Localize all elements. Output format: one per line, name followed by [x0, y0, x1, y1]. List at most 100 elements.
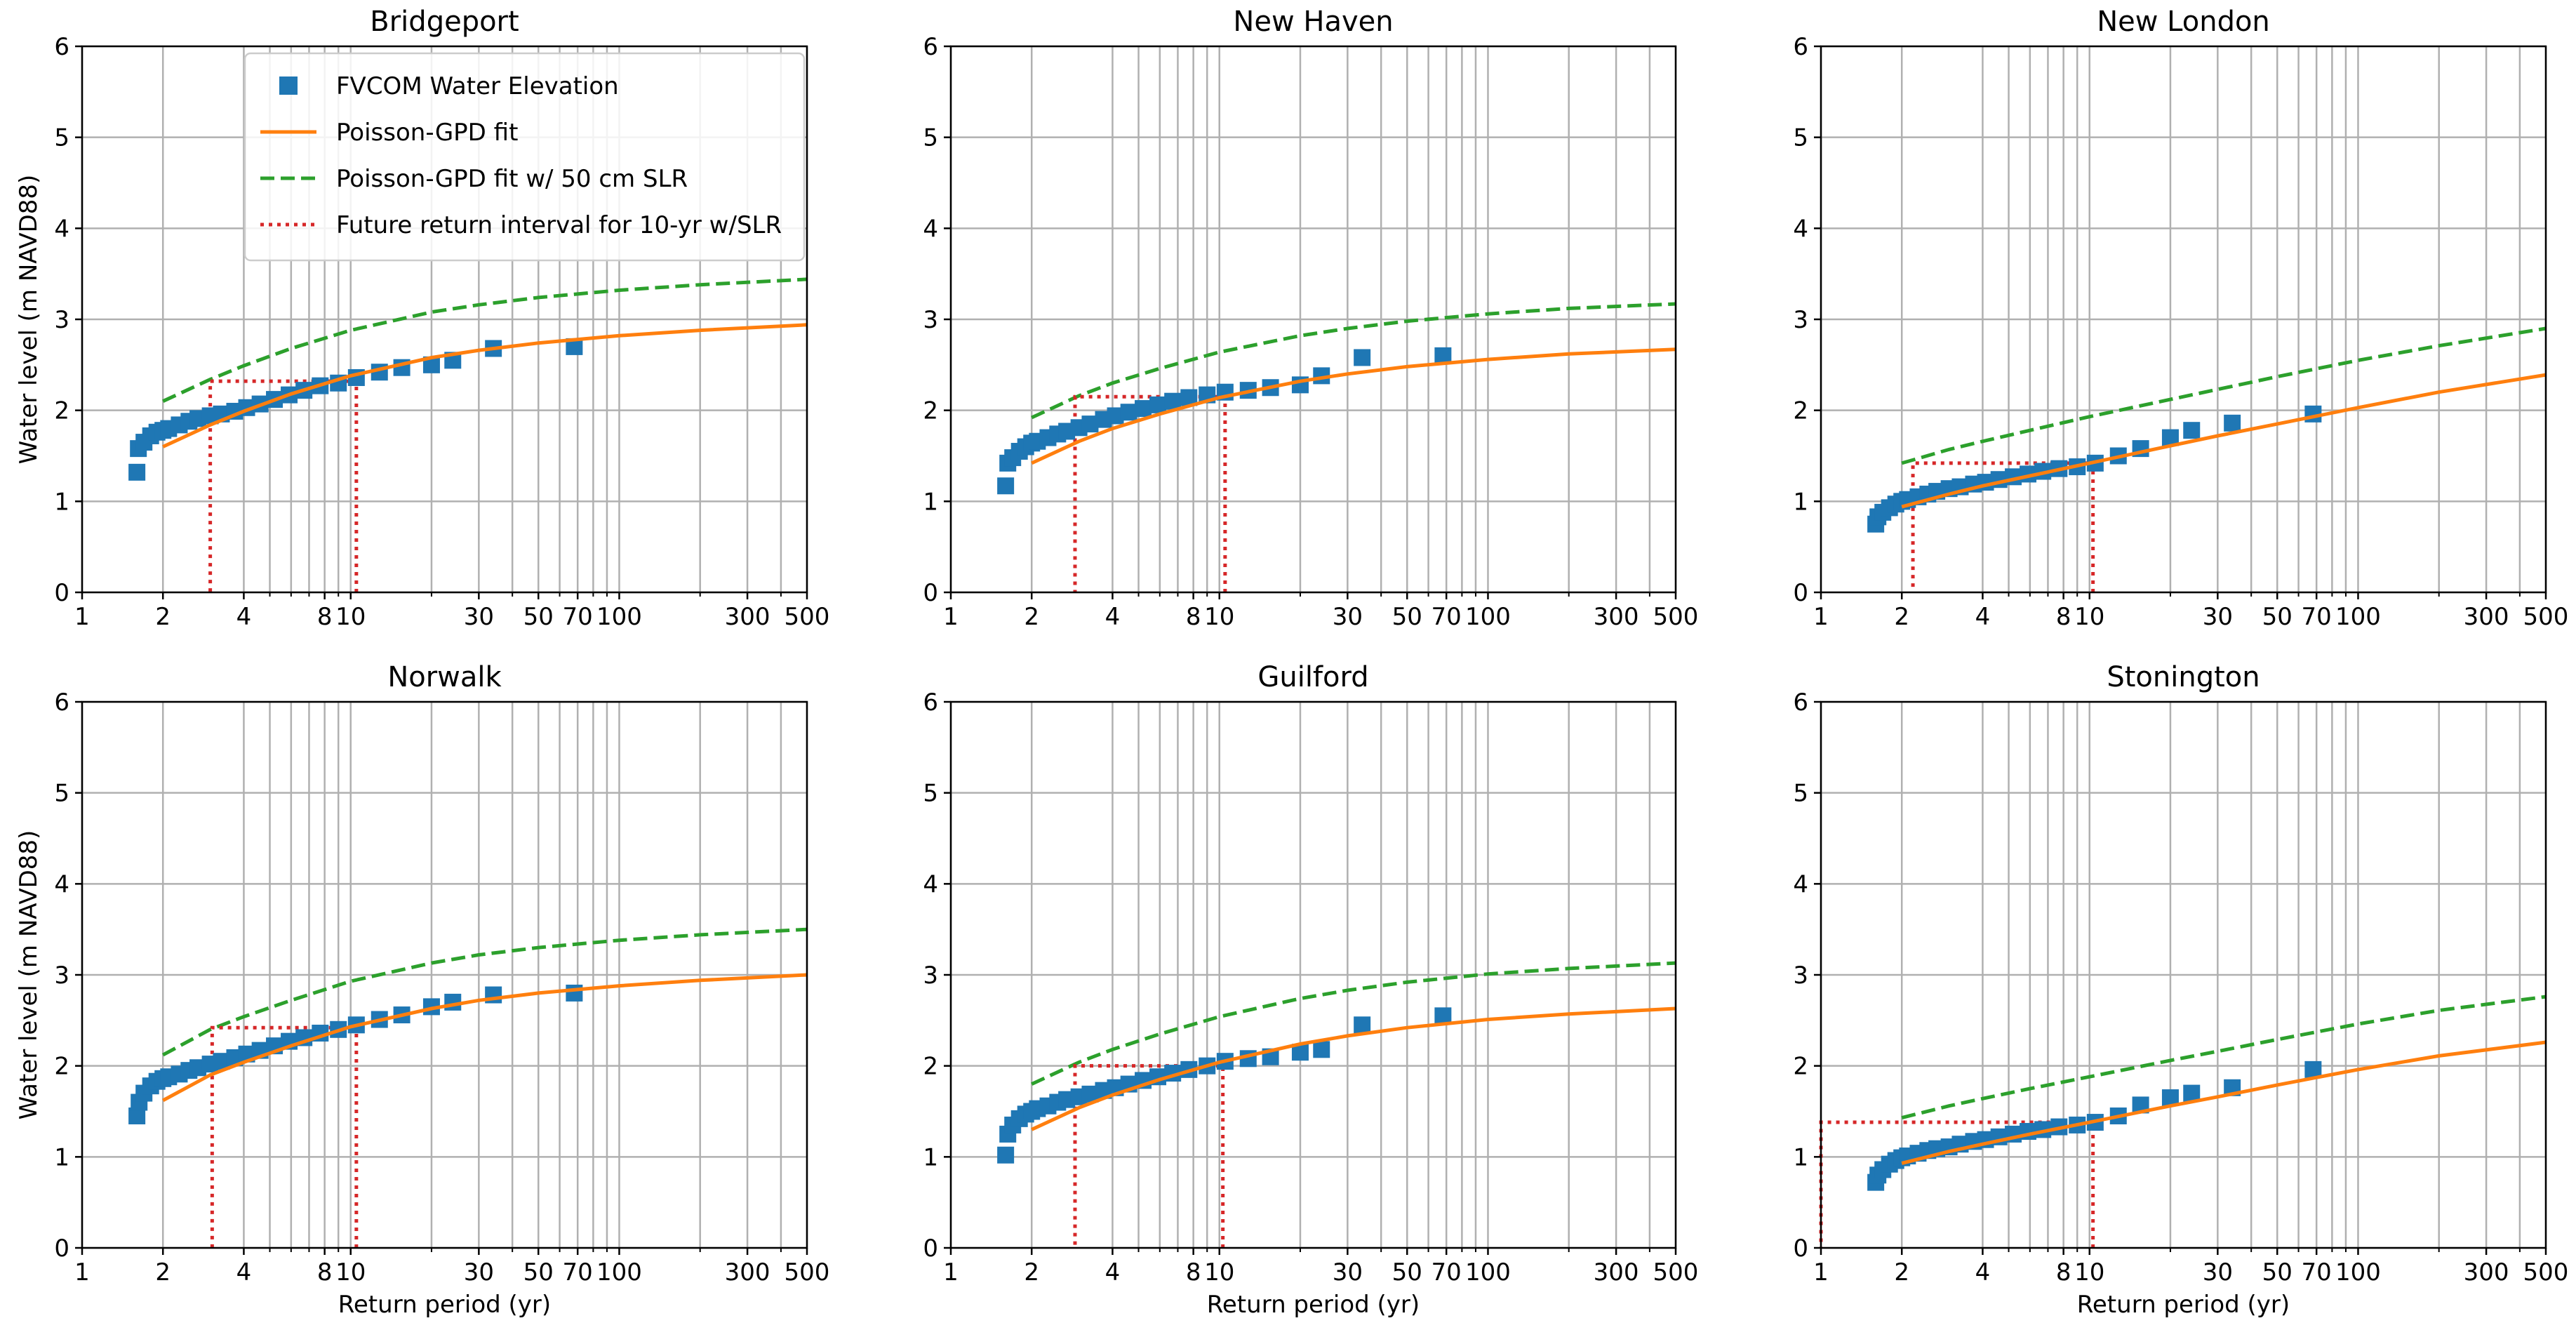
obs-point — [997, 477, 1015, 495]
x-tick-label: 300 — [1594, 603, 1639, 631]
y-tick-label: 4 — [54, 215, 69, 243]
x-tick-label: 100 — [1465, 1258, 1511, 1286]
x-tick-label: 1 — [74, 603, 90, 631]
x-tick-label: 8 — [2056, 1258, 2071, 1286]
obs-point — [1120, 404, 1137, 421]
y-tick-label: 2 — [1793, 1053, 1808, 1081]
x-tick-label: 100 — [596, 603, 642, 631]
x-tick-label: 70 — [563, 603, 593, 631]
y-tick-label: 2 — [1793, 397, 1808, 425]
x-tick-label: 30 — [464, 603, 494, 631]
fit-line — [1901, 373, 2547, 509]
x-tick-label: 50 — [1392, 1258, 1422, 1286]
panel-title: New London — [2097, 6, 2270, 38]
y-tick-label: 3 — [54, 962, 69, 990]
y-tick-label: 4 — [54, 870, 69, 898]
x-tick-label: 1 — [943, 603, 959, 631]
y-tick-label: 6 — [923, 33, 938, 61]
x-tick-label: 2 — [1024, 603, 1039, 631]
y-tick-label: 1 — [1793, 1143, 1808, 1171]
y-tick-label: 3 — [923, 306, 938, 334]
y-tick-label: 1 — [923, 488, 938, 516]
obs-point — [2304, 1060, 2322, 1078]
y-tick-label: 1 — [923, 1143, 938, 1171]
legend-box — [243, 52, 806, 262]
x-tick-label: 10 — [2074, 603, 2104, 631]
x-tick-label: 30 — [1333, 1258, 1363, 1286]
y-tick-label: 6 — [54, 33, 69, 61]
x-axis-label: Return period (yr) — [1207, 1291, 1420, 1319]
y-axis-label: Water level (m NAVD88) — [15, 175, 43, 465]
x-tick-label: 70 — [2302, 603, 2332, 631]
y-tick-label: 3 — [1793, 306, 1808, 334]
x-tick-label: 30 — [2203, 603, 2233, 631]
y-tick-label: 4 — [923, 215, 938, 243]
fit-line — [162, 973, 808, 1103]
slr-fit-line — [162, 277, 808, 403]
x-tick-label: 70 — [1432, 603, 1462, 631]
y-tick-label: 2 — [923, 1053, 938, 1081]
x-tick-label: 500 — [2523, 1258, 2569, 1286]
y-tick-label: 0 — [923, 1235, 938, 1263]
x-tick-label: 2 — [1894, 603, 1909, 631]
x-axis-label: Return period (yr) — [338, 1291, 551, 1319]
future-interval-line — [1073, 1064, 1225, 1248]
x-tick-label: 8 — [1186, 1258, 1201, 1286]
y-tick-label: 6 — [54, 689, 69, 717]
slr-fit-line — [1901, 326, 2547, 465]
y-tick-label: 0 — [54, 1235, 69, 1263]
x-tick-label: 70 — [2302, 1258, 2332, 1286]
x-tick-label: 300 — [725, 603, 770, 631]
obs-point — [1164, 392, 1182, 410]
x-tick-label: 500 — [1653, 603, 1699, 631]
slr-fit-line — [1031, 961, 1676, 1086]
x-tick-label: 30 — [2203, 1258, 2233, 1286]
y-tick-label: 5 — [54, 780, 69, 808]
x-tick-label: 100 — [1465, 603, 1511, 631]
fit-line — [1031, 347, 1676, 465]
x-tick-label: 300 — [2464, 1258, 2509, 1286]
y-tick-label: 6 — [1793, 689, 1808, 717]
x-tick-label: 2 — [155, 603, 171, 631]
obs-point — [1354, 1016, 1371, 1034]
x-tick-label: 300 — [1594, 1258, 1639, 1286]
slr-fit-line — [162, 927, 808, 1057]
x-tick-label: 4 — [1975, 1258, 1991, 1286]
x-tick-label: 4 — [236, 1258, 252, 1286]
y-tick-label: 0 — [54, 579, 69, 607]
fit-line — [1031, 1006, 1676, 1131]
y-tick-label: 0 — [1793, 579, 1808, 607]
y-tick-label: 5 — [1793, 124, 1808, 152]
x-tick-label: 10 — [1204, 603, 1234, 631]
y-tick-label: 5 — [923, 124, 938, 152]
panel-title: Norwalk — [387, 661, 502, 693]
x-tick-label: 4 — [1105, 1258, 1121, 1286]
x-tick-label: 8 — [1186, 603, 1201, 631]
obs-point — [1135, 400, 1152, 418]
legend-marker-square — [279, 77, 298, 95]
legend: FVCOM Water Elevation Poisson-GPD fit Pois… — [243, 52, 806, 262]
x-tick-label: 1 — [1813, 1258, 1829, 1286]
panel-title: Bridgeport — [370, 6, 519, 38]
y-tick-label: 4 — [1793, 215, 1808, 243]
y-tick-label: 5 — [54, 124, 69, 152]
slr-fit-line — [1031, 302, 1676, 420]
y-tick-label: 3 — [923, 962, 938, 990]
obs-point — [2224, 414, 2241, 432]
x-tick-label: 1 — [74, 1258, 90, 1286]
x-tick-label: 2 — [1894, 1258, 1909, 1286]
obs-point — [128, 463, 146, 481]
x-tick-label: 500 — [785, 603, 830, 631]
x-tick-label: 70 — [1432, 1258, 1462, 1286]
x-tick-label: 4 — [236, 603, 252, 631]
x-tick-label: 50 — [523, 603, 554, 631]
y-tick-label: 3 — [54, 306, 69, 334]
x-tick-label: 10 — [335, 603, 366, 631]
y-tick-label: 2 — [54, 397, 69, 425]
panel-title: New Haven — [1233, 6, 1393, 38]
slr-fit-line — [1901, 995, 2547, 1120]
obs-point — [997, 1146, 1015, 1164]
x-tick-label: 100 — [2335, 603, 2381, 631]
